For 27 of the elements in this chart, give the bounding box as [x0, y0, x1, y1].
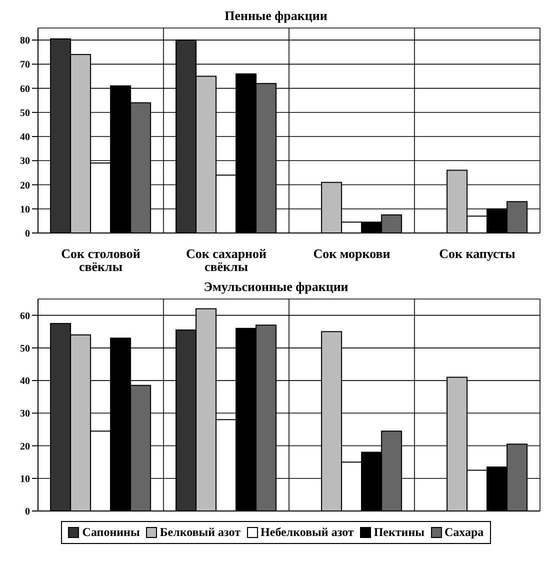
y-tick-label: 20	[20, 441, 30, 452]
y-tick-label: 10	[20, 474, 30, 485]
x-tick-label: Сок столовой свёклы	[61, 246, 141, 274]
legend-label: Небелковый азот	[260, 525, 354, 540]
y-tick-label: 40	[20, 132, 30, 144]
y-tick-label: 10	[20, 204, 30, 216]
legend-label: Пектины	[372, 525, 424, 540]
y-tick-label: 30	[20, 408, 30, 420]
legend-label: Белковый азот	[158, 525, 241, 540]
legend-label: Сапонины	[81, 525, 140, 540]
x-tick-label: Сок моркови	[313, 246, 391, 262]
y-tick-label: 30	[20, 156, 30, 168]
y-tick-label: 60	[20, 310, 30, 322]
legend-label: Сахара	[444, 525, 484, 540]
y-tick-label: 60	[20, 84, 30, 95]
chart-title: Эмульсионные фракции	[202, 279, 350, 295]
y-tick-label: 80	[20, 36, 30, 47]
chart-title: Пенные фракции	[224, 8, 328, 24]
y-tick-label: 20	[20, 180, 30, 192]
y-tick-label: 0	[25, 228, 30, 240]
y-tick-label: 50	[20, 343, 30, 354]
x-tick-label: Сок сахарной свёклы	[186, 246, 268, 274]
y-tick-label: 70	[20, 60, 30, 71]
y-tick-label: 40	[20, 376, 30, 388]
y-tick-label: 50	[20, 108, 30, 119]
x-tick-label: Сок капусты	[439, 246, 516, 262]
y-tick-label: 0	[25, 506, 30, 518]
